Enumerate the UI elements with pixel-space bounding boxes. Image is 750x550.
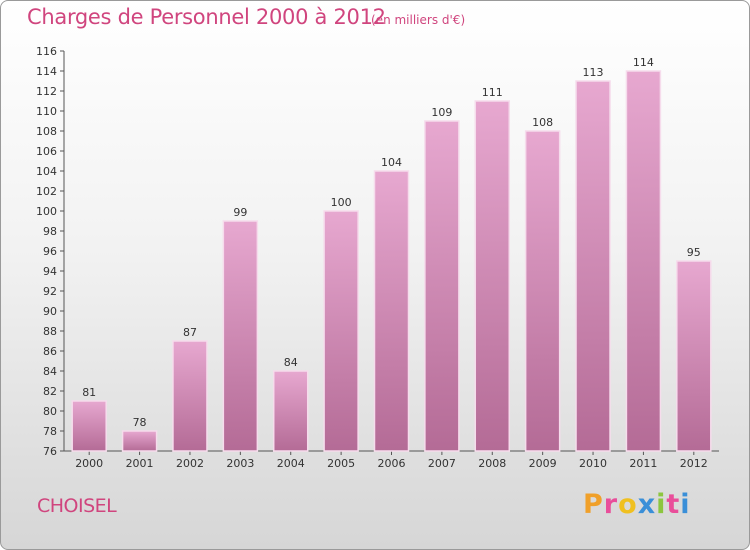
y-tick-label: 96 xyxy=(43,245,57,258)
logo-letter: i xyxy=(656,489,667,520)
data-label: 111 xyxy=(482,86,503,99)
bar xyxy=(222,220,259,452)
x-tick-label: 2008 xyxy=(478,457,506,470)
x-tick-label: 2012 xyxy=(680,457,708,470)
y-tick-label: 94 xyxy=(43,265,57,278)
y-tick-label: 80 xyxy=(43,405,57,418)
bar xyxy=(625,70,662,452)
labels: 2000 81 2001 78 2002 87 2003 99 2004 84 2005 100 200… xyxy=(75,56,708,470)
proxiti-logo: Proxiti xyxy=(583,489,691,520)
data-label: 113 xyxy=(583,66,604,79)
y-tick-label: 116 xyxy=(36,45,57,58)
axes: 76 78 80 82 84 86 88 90 92 94 96 98 100 102 104 106 108 1… xyxy=(36,45,719,458)
logo-letter: r xyxy=(603,489,619,520)
logo-letter: x xyxy=(637,489,657,520)
bar xyxy=(575,80,611,452)
data-label: 78 xyxy=(133,416,147,429)
y-tick-label: 106 xyxy=(36,145,57,158)
data-label: 84 xyxy=(284,356,298,369)
y-tick-label: 102 xyxy=(36,185,57,198)
logo-letter: P xyxy=(583,489,604,520)
data-label: 104 xyxy=(381,156,402,169)
x-tick-label: 2004 xyxy=(277,457,305,470)
commune-name: CHOISEL xyxy=(37,495,117,517)
y-tick-label: 104 xyxy=(36,165,57,178)
y-tick-label: 84 xyxy=(43,365,57,378)
data-label: 81 xyxy=(82,386,96,399)
y-tick-label: 90 xyxy=(43,305,57,318)
chart-title: Charges de Personnel 2000 à 2012 xyxy=(27,5,386,29)
y-tick-label: 92 xyxy=(43,285,57,298)
data-label: 99 xyxy=(233,206,247,219)
y-tick-label: 86 xyxy=(43,345,57,358)
y-tick-label: 108 xyxy=(36,125,57,138)
data-label: 95 xyxy=(687,246,701,259)
data-label: 100 xyxy=(331,196,352,209)
bar xyxy=(323,210,359,452)
bar xyxy=(71,400,107,452)
x-tick-label: 2002 xyxy=(176,457,204,470)
x-tick-label: 2011 xyxy=(629,457,657,470)
x-tick-label: 2003 xyxy=(226,457,254,470)
y-tick-label: 98 xyxy=(43,225,57,238)
y-tick-label: 76 xyxy=(43,445,57,458)
bar xyxy=(474,100,511,452)
bar xyxy=(424,120,460,452)
y-tick-label: 110 xyxy=(36,105,57,118)
y-tick-label: 112 xyxy=(36,85,57,98)
bars xyxy=(71,70,712,452)
y-tick-label: 78 xyxy=(43,425,57,438)
x-tick-label: 2007 xyxy=(428,457,456,470)
y-tick-label: 82 xyxy=(43,385,57,398)
y-tick-label: 100 xyxy=(36,205,57,218)
bar xyxy=(272,370,309,452)
x-tick-label: 2010 xyxy=(579,457,607,470)
x-tick-label: 2005 xyxy=(327,457,355,470)
x-tick-label: 2001 xyxy=(126,457,154,470)
logo-letter: i xyxy=(680,489,691,520)
data-label: 108 xyxy=(532,116,553,129)
chart-subtitle: (en milliers d'€) xyxy=(371,13,466,27)
bar xyxy=(524,130,561,452)
logo-letter: o xyxy=(618,489,638,520)
x-tick-label: 2009 xyxy=(529,457,557,470)
x-tick-label: 2006 xyxy=(378,457,406,470)
x-tick-label: 2000 xyxy=(75,457,103,470)
data-label: 109 xyxy=(431,106,452,119)
data-label: 114 xyxy=(633,56,654,69)
y-tick-label: 114 xyxy=(36,65,57,78)
bar xyxy=(676,260,712,452)
bar xyxy=(172,340,208,452)
logo-letter: t xyxy=(666,489,681,520)
bar xyxy=(373,170,410,452)
y-tick-label: 88 xyxy=(43,325,57,338)
bar xyxy=(121,430,158,452)
data-label: 87 xyxy=(183,326,197,339)
